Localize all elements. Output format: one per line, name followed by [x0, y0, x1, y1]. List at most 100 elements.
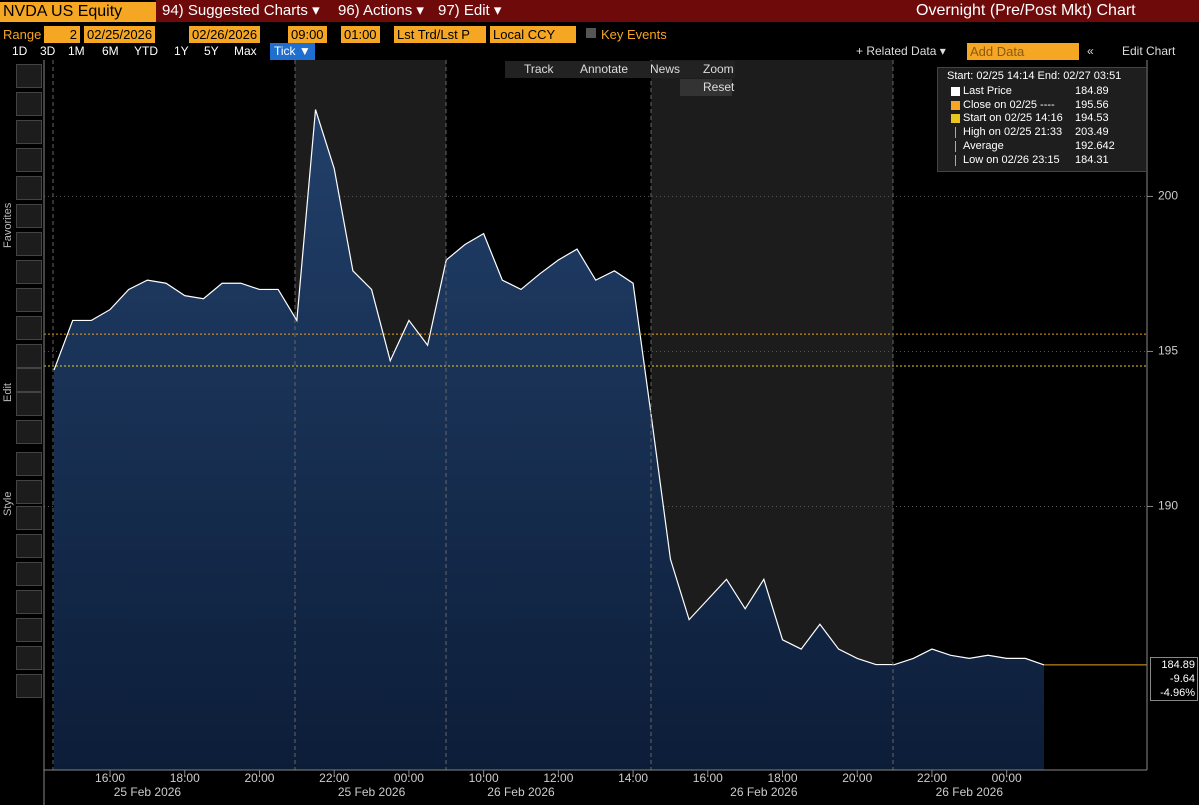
- add-data[interactable]: Add Data: [967, 43, 1079, 60]
- x-tick-label: 22:00: [319, 771, 349, 785]
- x-tick-label: 20:00: [842, 771, 872, 785]
- legend-label: Start on 02/25 14:16: [963, 112, 1063, 125]
- x-date-label: 26 Feb 2026: [730, 785, 798, 799]
- y-tick-label: 195: [1158, 344, 1178, 358]
- tool-icon[interactable]: [16, 562, 42, 586]
- x-date-label: 26 Feb 2026: [936, 785, 1004, 799]
- tool[interactable]: News: [650, 62, 681, 76]
- field[interactable]: Lst Trd/Lst P: [394, 26, 486, 43]
- x-tick-label: 18:00: [768, 771, 798, 785]
- legend-label: Average: [963, 139, 1004, 152]
- title-bar: [506, 0, 1199, 22]
- tool-icon[interactable]: [16, 452, 42, 476]
- legend-swatch: [951, 114, 960, 124]
- menu[interactable]: 97) Edit ▾: [438, 2, 502, 19]
- x-tick-label: 16:00: [95, 771, 125, 785]
- edit-chart[interactable]: Edit Chart: [1122, 44, 1176, 58]
- last-price-box: 184.89 -9.64 -4.96%: [1150, 657, 1198, 701]
- last-price: 184.89: [1161, 659, 1195, 671]
- period-button[interactable]: 3D: [40, 44, 56, 58]
- legend-value: 194.53: [1075, 112, 1109, 125]
- x-tick-label: 00:00: [394, 771, 424, 785]
- tool-icon[interactable]: [16, 368, 42, 392]
- tool-icon[interactable]: [16, 392, 42, 416]
- x-tick-label: 10:00: [469, 771, 499, 785]
- price-line: [53, 109, 1045, 666]
- x-tick-label: 20:00: [244, 771, 274, 785]
- security[interactable]: NVDA US Equity: [0, 2, 156, 22]
- x-tick-label: 00:00: [992, 771, 1022, 785]
- tool-icon[interactable]: [16, 176, 42, 200]
- tool-icon[interactable]: [16, 674, 42, 698]
- tool-icon[interactable]: [16, 534, 42, 558]
- tool-icon[interactable]: [16, 120, 42, 144]
- legend-label: Close on 02/25 ----: [963, 98, 1055, 111]
- tool-icon[interactable]: [16, 344, 42, 368]
- period-button[interactable]: 6M: [102, 44, 119, 58]
- period-button[interactable]: Tick ▼: [270, 43, 315, 60]
- legend-swatch: [951, 87, 960, 96]
- period-button[interactable]: Max: [234, 44, 257, 58]
- chart-title: Overnight (Pre/Post Mkt) Chart: [916, 2, 1136, 19]
- x-tick-label: 22:00: [917, 771, 947, 785]
- x-tick-label: 14:00: [618, 771, 648, 785]
- tool-icon[interactable]: [16, 618, 42, 642]
- legend-glyph: [955, 127, 956, 139]
- legend-header: Start: 02/25 14:14 End: 02/27 03:51: [947, 70, 1122, 82]
- legend-value: 184.89: [1075, 85, 1109, 97]
- end-time[interactable]: 01:00: [341, 26, 380, 43]
- period-button[interactable]: 5Y: [204, 44, 219, 58]
- tool-icon[interactable]: [16, 148, 42, 172]
- reset-bg: [680, 79, 732, 96]
- tool-icon[interactable]: [16, 646, 42, 670]
- x-tick-label: 16:00: [693, 771, 723, 785]
- y-tick-label: 200: [1158, 189, 1178, 203]
- collapse[interactable]: «: [1087, 44, 1094, 58]
- period-button[interactable]: 1M: [68, 44, 85, 58]
- x-tick-label: 18:00: [170, 771, 200, 785]
- menu[interactable]: 94) Suggested Charts ▾: [162, 2, 320, 19]
- tool-icon[interactable]: [16, 316, 42, 340]
- x-tick-label: 12:00: [543, 771, 573, 785]
- end-date[interactable]: 02/26/2026: [189, 26, 261, 43]
- related-data[interactable]: + Related Data ▾: [856, 44, 946, 58]
- menu[interactable]: 96) Actions ▾: [338, 2, 424, 19]
- tool-icon[interactable]: [16, 288, 42, 312]
- menu-bar: [156, 0, 506, 22]
- x-date-label: 25 Feb 2026: [338, 785, 406, 799]
- legend-swatch: [951, 100, 960, 110]
- tool-icon[interactable]: [16, 420, 42, 444]
- legend-label: Last Price: [963, 85, 1012, 97]
- legend-value: 195.56: [1075, 98, 1109, 111]
- tool-icon[interactable]: [16, 92, 42, 116]
- range-label: Range: [3, 27, 42, 42]
- legend-glyph: [955, 154, 956, 166]
- range-value[interactable]: 2: [44, 26, 80, 43]
- period-button[interactable]: 1Y: [174, 44, 189, 58]
- reset[interactable]: Reset: [703, 80, 735, 94]
- sidebar-label: Favorites: [2, 202, 14, 248]
- currency[interactable]: Local CCY: [490, 26, 576, 43]
- tool-icon[interactable]: [16, 480, 42, 504]
- key-events[interactable]: Key Events: [601, 27, 667, 42]
- tool-icon[interactable]: [16, 204, 42, 228]
- tool-icon[interactable]: [16, 506, 42, 530]
- period-button[interactable]: YTD: [134, 44, 158, 58]
- checkbox[interactable]: [586, 28, 596, 38]
- tool-icon[interactable]: [16, 590, 42, 614]
- change: -9.64: [1169, 673, 1195, 685]
- tool[interactable]: Zoom: [703, 62, 734, 76]
- legend-glyph: [955, 140, 956, 152]
- x-date-label: 26 Feb 2026: [487, 785, 555, 799]
- tool-icon[interactable]: [16, 232, 42, 256]
- legend-label: Low on 02/26 23:15: [963, 153, 1060, 166]
- period-button[interactable]: 1D: [12, 44, 28, 58]
- tool-icon[interactable]: [16, 260, 42, 284]
- tool-bar: [505, 61, 735, 78]
- tool[interactable]: Track: [524, 62, 554, 76]
- tool-icon[interactable]: [16, 64, 42, 88]
- start-time[interactable]: 09:00: [288, 26, 327, 43]
- start-date[interactable]: 02/25/2026: [84, 26, 156, 43]
- tool[interactable]: Annotate: [580, 62, 629, 76]
